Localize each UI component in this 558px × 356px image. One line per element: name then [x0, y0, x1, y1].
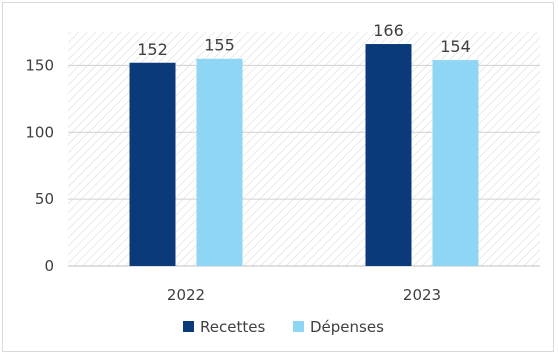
y-tick-label: 0 — [44, 257, 54, 275]
data-label: 154 — [440, 37, 471, 56]
y-tick-label: 50 — [35, 190, 54, 208]
bar-dépenses-2022 — [196, 58, 243, 266]
data-label: 155 — [204, 36, 235, 55]
bar-recettes-2022 — [129, 62, 176, 266]
bar-dépenses-2023 — [432, 60, 479, 266]
legend-label-recettes: Recettes — [200, 318, 265, 336]
y-tick-label: 150 — [25, 56, 54, 74]
bar-recettes-2023 — [365, 44, 412, 266]
legend-swatch-dépenses — [293, 321, 304, 332]
y-tick-label: 100 — [25, 123, 54, 141]
legend-label-dépenses: Dépenses — [310, 318, 384, 336]
data-label: 152 — [137, 40, 168, 59]
legend-swatch-recettes — [183, 321, 194, 332]
legend: Recettes Dépenses — [183, 318, 384, 336]
data-label: 166 — [373, 21, 404, 40]
x-tick-label: 2022 — [167, 286, 205, 304]
x-tick-label: 2023 — [403, 286, 441, 304]
